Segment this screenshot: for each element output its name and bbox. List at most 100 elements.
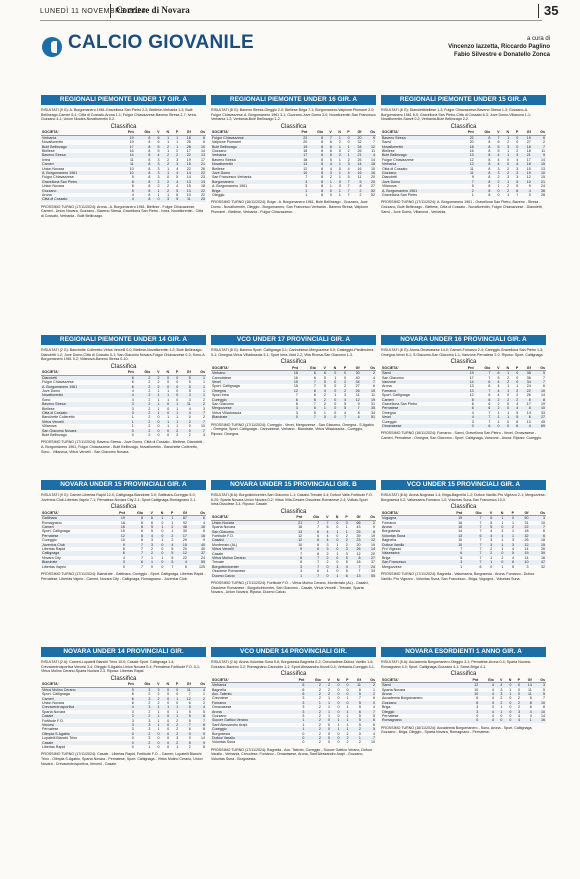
stat-cell: 3: [151, 171, 161, 176]
stat-cell: 15: [514, 551, 530, 556]
stat-cell: 8: [148, 166, 151, 171]
table-row: Sanvi 20 8 6 2 0 27 2: [381, 140, 546, 144]
table-header-cell: Gs: [191, 681, 206, 688]
standings-table: SOCIETA' Pnt Gio V N P Gf Gs Sanvi 19 7 6 1 0 38 5 San G…: [381, 365, 546, 429]
stat-cell: 2: [188, 745, 191, 750]
match-results: RISULTATI (2 A): Arona-Voluntas Suna 5-6…: [211, 660, 375, 669]
table-row: Trecate 6 7 2 0 5 18 37: [211, 560, 376, 564]
stat-cell: 5: [350, 179, 363, 185]
stat-cell: 3: [482, 542, 494, 548]
stat-cell: 0: [336, 525, 339, 530]
stat-cell: 26: [201, 166, 205, 171]
team-name: Gravellona San Pietro: [41, 179, 119, 185]
stat-cell: 14: [541, 157, 545, 162]
match-results: RISULTATI (9 G): A. Borgomanero 1961-Gra…: [41, 108, 197, 122]
stat-cell: 0: [334, 384, 337, 389]
stat-cell: 3: [148, 727, 151, 732]
team-name: Dianoletti: [41, 375, 119, 381]
table-header-cell: P: [337, 365, 348, 372]
table-row: Fortitude F.O. 3 3 1 0 2 5 7: [41, 719, 206, 723]
stat-cell: 0: [320, 564, 330, 570]
team-name: Omegna: [211, 388, 282, 394]
table-row: Mergozzese 1 6 0 1 5 3 32: [381, 565, 546, 569]
table-row: Oleggio 1 8 0 1 7 2 52: [211, 193, 376, 197]
stat-cell: 0: [330, 692, 341, 697]
stat-cell: 3: [134, 696, 152, 701]
stat-cell: 20: [350, 135, 363, 141]
stat-cell: 8: [148, 193, 151, 198]
next-round: PROSSIMO TURNO (17/11/2024): A. Borgoman…: [381, 200, 543, 214]
stat-cell: 16: [532, 718, 546, 723]
stat-cell: 7: [358, 696, 361, 701]
stat-cell: 1: [521, 718, 533, 723]
team-name: Cureggio: [382, 419, 397, 424]
stat-cell: 4: [482, 533, 494, 539]
stat-cell: 11: [355, 393, 360, 398]
stat-cell: 1: [203, 692, 205, 697]
stat-cell: 7: [347, 406, 361, 411]
stat-cell: 19: [444, 515, 464, 521]
stat-cell: 2: [144, 551, 154, 556]
stat-cell: 5: [516, 184, 519, 189]
table-header-cell: P: [170, 681, 180, 688]
stat-cell: 5: [323, 384, 326, 389]
stat-cell: 4: [373, 705, 375, 710]
stat-cell: 1: [500, 153, 511, 158]
stat-cell: 3: [134, 705, 152, 710]
stat-cell: 0: [491, 188, 501, 194]
table-header-cell: Gf: [349, 677, 362, 684]
team-name: Sport. Caltignaga: [42, 692, 70, 697]
stat-cell: 0: [337, 370, 348, 376]
standings-panel: REGIONALI PIEMONTE UNDER 17 GIR. A RISULT…: [41, 95, 206, 219]
stat-cell: 1: [500, 179, 511, 185]
stat-cell: 1: [493, 515, 505, 521]
stat-cell: 2: [148, 397, 151, 402]
stat-cell: 3: [510, 171, 520, 176]
stat-cell: 19: [186, 157, 191, 162]
team-name: Romagnano: [381, 718, 465, 723]
stat-cell: 0: [160, 384, 171, 389]
team-name: Omegna: [382, 410, 396, 415]
stat-cell: 6: [479, 564, 482, 569]
stat-cell: 0: [329, 547, 340, 552]
stat-cell: 12: [469, 393, 474, 398]
stat-cell: 11: [349, 682, 362, 688]
stat-cell: 0: [510, 380, 520, 385]
table-header-cell: Gf: [347, 365, 361, 372]
table-header-cell: N: [503, 677, 513, 684]
stat-cell: 24: [541, 184, 545, 189]
stat-cell: 7: [543, 696, 545, 701]
stat-cell: 0: [361, 700, 376, 706]
stat-cell: 2: [134, 375, 152, 381]
table-row: Fomarco 13 7 4 1 2 22 10: [381, 388, 546, 394]
team-name: Dianoletti: [382, 175, 397, 180]
stat-cell: 2: [179, 419, 192, 425]
stat-cell: 8: [488, 149, 491, 153]
team-name: San Francesco: [381, 560, 445, 565]
stat-cell: 34: [519, 380, 532, 385]
stat-cell: 2: [497, 175, 500, 180]
stat-cell: 0: [157, 736, 160, 741]
stat-cell: 48: [174, 525, 188, 530]
stat-cell: 8: [361, 529, 376, 534]
table-row: Fulgor Chiavazzese 12 8 4 0 4 17 14: [381, 158, 546, 162]
table-row: Novafiorentin 19 8 6 1 1 25 6: [41, 140, 206, 144]
table-row: Biellese 3 2 1 0 1 4 3: [41, 407, 206, 411]
table-header-cell: N: [160, 681, 171, 688]
table-header-cell: Pnt: [281, 365, 299, 372]
stat-cell: 0: [329, 538, 340, 543]
stat-cell: 14: [541, 393, 545, 398]
stat-cell: 6: [289, 682, 306, 688]
stat-cell: 1: [500, 370, 511, 376]
team-name: A. Borgomanero 1961: [41, 171, 119, 176]
stat-cell: 8: [488, 175, 491, 180]
team-name: Ornavasese: [212, 705, 232, 710]
stat-cell: 6: [144, 515, 154, 521]
stat-cell: 4: [118, 705, 135, 710]
stat-cell: 0: [507, 393, 510, 398]
stat-cell: 4: [170, 171, 180, 176]
team-name: Biellese: [382, 149, 395, 153]
team-name: Arona: [382, 384, 392, 389]
table-row: Fulgor Chiavazzese 6 2 2 0 0 5 1: [41, 380, 206, 384]
team-name: A. Borgomanero 1961: [381, 188, 459, 194]
